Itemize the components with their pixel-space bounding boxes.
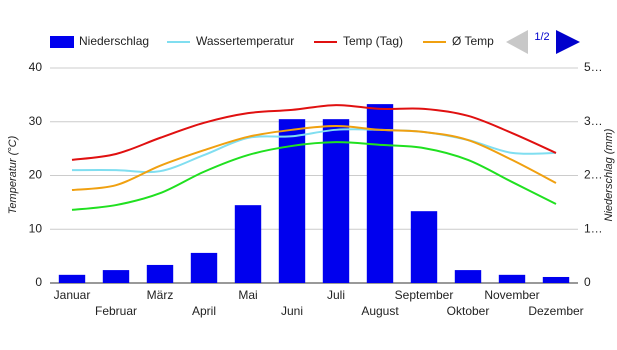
legend-next[interactable] bbox=[556, 30, 580, 54]
y2-axis-title: Niederschlag (mm) bbox=[603, 128, 615, 221]
y2-tick-label: 1… bbox=[584, 221, 603, 235]
y-tick-label: 40 bbox=[29, 60, 43, 74]
x-tick-label: November bbox=[484, 288, 539, 302]
y-tick-label: 20 bbox=[29, 168, 43, 182]
bar bbox=[58, 274, 86, 283]
y-tick-label: 30 bbox=[29, 114, 43, 128]
bar bbox=[542, 276, 570, 283]
x-tick-label: April bbox=[192, 304, 216, 318]
y2-tick-label: 0 bbox=[584, 275, 591, 289]
legend-label: Temp (Tag) bbox=[343, 34, 403, 48]
line bbox=[71, 125, 557, 192]
bar bbox=[410, 211, 438, 283]
line bbox=[71, 141, 557, 211]
bar bbox=[366, 104, 394, 284]
line bbox=[71, 128, 557, 174]
bar bbox=[322, 119, 350, 283]
bar bbox=[498, 274, 526, 283]
y2-tick-label: 2… bbox=[584, 168, 603, 182]
bar bbox=[234, 205, 262, 283]
x-tick-label: Dezember bbox=[528, 304, 583, 318]
x-tick-label: März bbox=[147, 288, 174, 302]
x-tick-label: Februar bbox=[95, 304, 137, 318]
y2-tick-label: 5… bbox=[584, 60, 603, 74]
x-tick-label: Juli bbox=[327, 288, 345, 302]
line bbox=[71, 104, 557, 161]
bar bbox=[102, 270, 130, 283]
legend-label: Niederschlag bbox=[79, 34, 149, 48]
legend-swatch bbox=[50, 36, 74, 48]
bar bbox=[454, 270, 482, 283]
x-tick-label: Juni bbox=[281, 304, 303, 318]
y-tick-label: 10 bbox=[29, 221, 43, 235]
legend-label: Ø Temp bbox=[452, 34, 494, 48]
x-tick-label: Januar bbox=[54, 288, 91, 302]
y-axis-title: Temperatur (°C) bbox=[7, 135, 19, 214]
legend-prev[interactable] bbox=[506, 30, 528, 54]
y-tick-label: 0 bbox=[35, 275, 42, 289]
x-tick-label: Oktober bbox=[447, 304, 490, 318]
legend-label: Wassertemperatur bbox=[196, 34, 294, 48]
x-tick-label: Mai bbox=[238, 288, 257, 302]
y2-tick-label: 3… bbox=[584, 114, 603, 128]
x-tick-label: September bbox=[395, 288, 454, 302]
bar bbox=[146, 264, 174, 283]
legend-page: 1/2 bbox=[534, 31, 549, 43]
x-tick-label: August bbox=[361, 304, 399, 318]
bar bbox=[190, 252, 218, 283]
